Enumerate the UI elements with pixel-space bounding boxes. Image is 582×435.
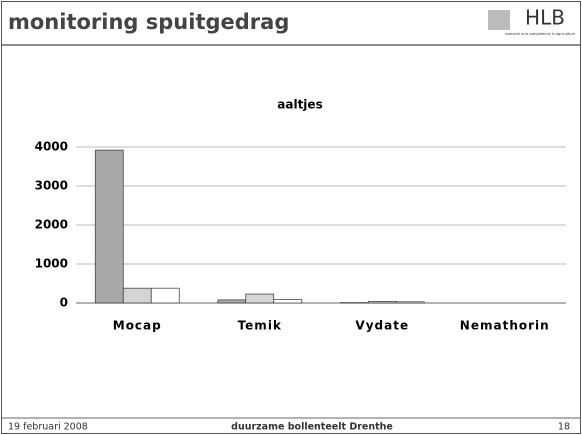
- bar: [245, 293, 275, 304]
- bar: [217, 299, 247, 304]
- slide-title: monitoring spuitgedrag: [8, 10, 289, 34]
- bar: [367, 301, 397, 304]
- y-tick-label: 4000: [35, 140, 68, 154]
- bar: [122, 287, 152, 304]
- footer-center: duurzame bollenteelt Drenthe: [231, 422, 393, 433]
- logo-mark: [488, 10, 510, 30]
- y-tick-label: 1000: [35, 257, 68, 271]
- footer-date: 19 februari 2008: [8, 422, 88, 433]
- x-tick-label: Temik: [238, 319, 282, 333]
- bar: [395, 301, 425, 304]
- bar: [273, 299, 303, 304]
- logo-subtitle: research and competence in agriculture: [505, 32, 575, 36]
- x-tick-label: Vydate: [355, 319, 409, 333]
- y-tick-label: 2000: [35, 218, 68, 232]
- footer-page: 18: [558, 422, 570, 433]
- bar: [150, 287, 180, 304]
- x-tick-label: Nemathorin: [460, 319, 550, 333]
- bar: [94, 149, 124, 304]
- logo: HLB: [525, 6, 565, 30]
- y-tick-label: 0: [60, 296, 68, 310]
- chart-title: aaltjes: [277, 98, 322, 112]
- y-tick-label: 3000: [35, 179, 68, 193]
- x-tick-label: Mocap: [113, 319, 162, 333]
